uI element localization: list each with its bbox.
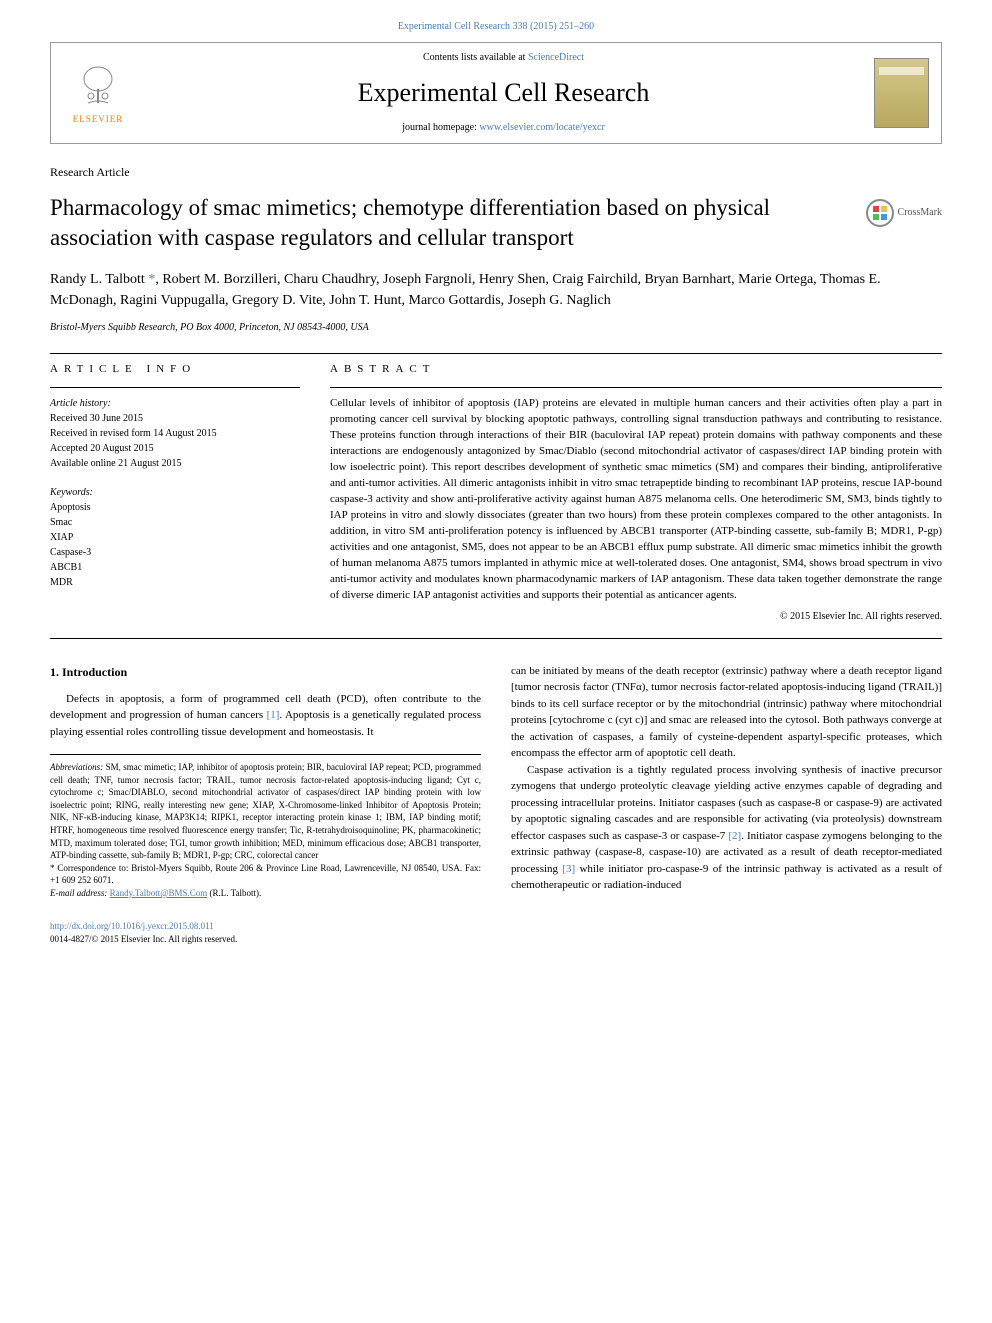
keyword: Caspase-3 [50,545,300,560]
citation-link[interactable]: [3] [562,863,575,875]
homepage-prefix: journal homepage: [402,122,479,133]
divider [50,638,942,639]
affiliation: Bristol-Myers Squibb Research, PO Box 40… [50,321,942,335]
keyword: XIAP [50,530,300,545]
email-suffix: (R.L. Talbott). [207,888,261,898]
crossmark-badge[interactable]: CrossMark [866,199,942,227]
accepted-date: Accepted 20 August 2015 [50,441,300,456]
authors-list: Randy L. Talbott *, Robert M. Borzilleri… [50,269,942,311]
email-link[interactable]: Randy.Talbott@BMS.Com [110,888,208,898]
history-header: Article history: [50,396,300,411]
revised-date: Received in revised form 14 August 2015 [50,426,300,441]
contents-line: Contents lists available at ScienceDirec… [133,51,874,65]
contents-prefix: Contents lists available at [423,52,528,63]
journal-cover-thumbnail [874,58,929,128]
keyword: MDR [50,575,300,590]
abstract-label: ABSTRACT [330,362,942,377]
keyword: Apoptosis [50,500,300,515]
corresponding-mark: * [145,272,156,287]
body-two-column: 1. Introduction Defects in apoptosis, a … [50,663,942,947]
keywords-block: Keywords: Apoptosis Smac XIAP Caspase-3 … [50,485,300,590]
homepage-link[interactable]: www.elsevier.com/locate/yexcr [479,122,604,133]
sciencedirect-link[interactable]: ScienceDirect [528,52,584,63]
received-date: Received 30 June 2015 [50,411,300,426]
elsevier-logo: ELSEVIER [63,58,133,128]
article-title: Pharmacology of smac mimetics; chemotype… [50,193,854,253]
crossmark-icon [866,199,894,227]
abbrev-header: Abbreviations: [50,762,103,772]
article-history: Article history: Received 30 June 2015 R… [50,396,300,471]
intro-paragraph-2: can be initiated by means of the death r… [511,663,942,762]
correspondence: * Correspondence to: Bristol-Myers Squib… [50,862,481,887]
divider [50,353,942,354]
keywords-header: Keywords: [50,485,300,500]
keyword: Smac [50,515,300,530]
article-info-label: ARTICLE INFO [50,362,300,377]
crossmark-label: CrossMark [898,206,942,220]
journal-title: Experimental Cell Research [133,75,874,111]
divider [50,387,300,388]
abbrev-text: SM, smac mimetic; IAP, inhibitor of apop… [50,762,481,860]
divider [330,387,942,388]
introduction-heading: 1. Introduction [50,663,481,681]
intro-paragraph-3: Caspase activation is a tightly regulate… [511,762,942,894]
elsevier-tree-icon [73,61,123,111]
abstract-text: Cellular levels of inhibitor of apoptosi… [330,396,942,603]
text-run: while initiator pro-caspase-9 of the int… [511,863,942,892]
homepage-line: journal homepage: www.elsevier.com/locat… [133,121,874,135]
footnotes: Abbreviations: SM, smac mimetic; IAP, in… [50,754,481,900]
keyword: ABCB1 [50,560,300,575]
doi[interactable]: http://dx.doi.org/10.1016/j.yexcr.2015.0… [50,920,481,934]
online-date: Available online 21 August 2015 [50,456,300,471]
citation-link[interactable]: [1] [267,709,280,721]
abstract-copyright: © 2015 Elsevier Inc. All rights reserved… [330,610,942,624]
journal-header: ELSEVIER Contents lists available at Sci… [50,42,942,144]
journal-citation: Experimental Cell Research 338 (2015) 25… [50,20,942,34]
issn-copyright: 0014-4827/© 2015 Elsevier Inc. All right… [50,933,481,947]
intro-paragraph-1: Defects in apoptosis, a form of programm… [50,691,481,741]
elsevier-label: ELSEVIER [73,113,124,126]
email-header: E-mail address: [50,888,110,898]
citation-link[interactable]: [2] [728,830,741,842]
article-type: Research Article [50,164,942,181]
